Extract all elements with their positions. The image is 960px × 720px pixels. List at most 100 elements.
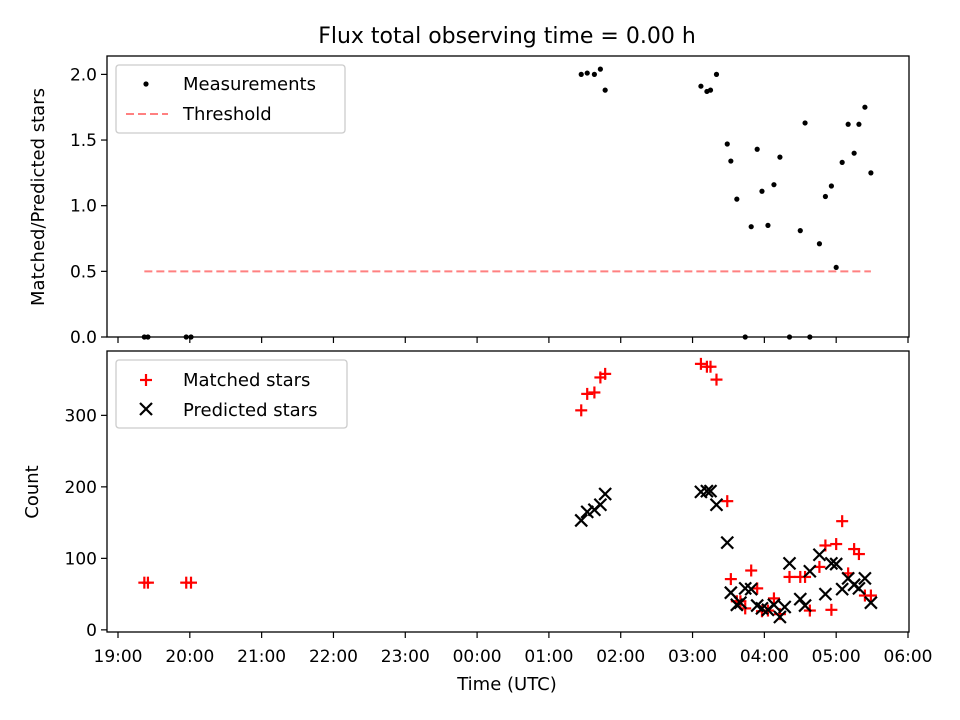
top-y-tick-label: 0.0	[70, 328, 97, 348]
x-tick-label: 03:00	[668, 647, 717, 667]
predicted-stars-point	[852, 581, 866, 596]
matched-stars-point	[588, 386, 601, 399]
bottom-axes-frame	[106, 350, 910, 633]
measurement-point	[713, 71, 720, 77]
measurement-point	[845, 121, 851, 127]
x-tick-label: 19:00	[94, 647, 143, 667]
matched-stars-point	[825, 603, 838, 616]
x-axis-label: Time (UTC)	[456, 674, 557, 695]
x-tick-label: 22:00	[309, 647, 358, 667]
measurement-point	[748, 224, 754, 230]
legend-marker-matched-stars	[140, 374, 152, 386]
legend-label-matched-stars: Matched stars	[183, 370, 310, 391]
predicted-stars-point	[574, 513, 589, 528]
measurement-point	[707, 87, 714, 93]
measurement-point	[724, 141, 730, 147]
predicted-stars-point	[793, 592, 808, 606]
matched-stars-point	[710, 373, 723, 386]
legend-marker-measurements	[143, 81, 149, 87]
predicted-stars-point	[812, 548, 827, 562]
matched-stars-point	[830, 538, 843, 551]
x-tick-label: 00:00	[453, 647, 502, 667]
bottom-legend: Matched stars Predicted stars	[115, 359, 348, 429]
predicted-stars-point	[864, 595, 878, 610]
predicted-stars-point	[803, 564, 817, 579]
predicted-stars-point	[703, 484, 718, 498]
x-tick-label: 23:00	[381, 647, 430, 667]
x-tick-label: 21:00	[237, 647, 286, 667]
top-y-tick-label: 1.5	[70, 131, 97, 151]
x-tick-label: 01:00	[524, 647, 573, 667]
predicted-stars-point	[818, 587, 833, 601]
matched-stars-point	[724, 573, 737, 586]
predicted-stars-point	[709, 497, 724, 512]
matched-stars-point	[694, 357, 707, 370]
predicted-stars-point	[767, 598, 781, 612]
bottom-y-tick-label: 100	[65, 549, 97, 569]
measurement-point	[602, 87, 608, 93]
predicted-stars-point	[720, 535, 735, 550]
measurement-point	[754, 146, 760, 152]
matched-stars-point	[836, 515, 849, 528]
predicted-stars-point	[782, 556, 797, 571]
predicted-stars-point	[777, 600, 792, 614]
bottom-y-axis-label: Count	[22, 465, 43, 518]
measurement-point	[734, 196, 740, 202]
predicted-stars-point	[593, 497, 608, 512]
top-y-tick-label: 0.5	[70, 262, 97, 282]
predicted-stars-point	[598, 487, 612, 501]
measurement-point	[578, 71, 584, 77]
figure-title: Flux total observing time = 0.00 h	[318, 24, 696, 49]
bottom-y-tick-label: 200	[65, 478, 97, 498]
top-y-axis-label: Matched/Predicted stars	[28, 88, 49, 306]
matched-stars-point	[704, 360, 717, 373]
x-tick-label: 04:00	[740, 647, 789, 667]
matched-stars-point	[575, 404, 588, 417]
bottom-y-tick-label: 0	[86, 621, 97, 641]
bottom-subplot: 0 100 200 300 19:00 20:00 21:00 22:00 23:00 00:0…	[22, 350, 933, 695]
legend-label-predicted-stars: Predicted stars	[183, 400, 317, 421]
top-y-tick-label: 1.0	[70, 197, 97, 217]
measurement-point	[584, 70, 590, 76]
matched-stars-point	[599, 367, 612, 380]
predicted-stars-point	[798, 598, 812, 613]
measurement-point	[862, 104, 868, 110]
legend-marker-predicted-stars	[139, 402, 153, 416]
measurement-point	[591, 71, 597, 77]
measurement-point	[851, 150, 857, 156]
measurement-point	[728, 158, 734, 164]
measurement-point	[856, 121, 862, 127]
measurement-point	[797, 228, 803, 234]
x-tick-label: 06:00	[884, 647, 933, 667]
legend-label-measurements: Measurements	[183, 74, 316, 95]
measurement-point	[833, 264, 839, 271]
measurement-point	[868, 170, 874, 176]
measurement-point	[822, 193, 829, 200]
measurement-point	[802, 120, 808, 126]
matched-stars-point	[721, 495, 734, 508]
predicted-stars-point	[858, 571, 872, 586]
bottom-legend-box	[115, 359, 348, 429]
measurement-point	[839, 159, 845, 165]
predicted-stars-point	[824, 556, 839, 571]
predicted-stars-point	[829, 557, 843, 571]
top-legend: Measurements Threshold	[115, 64, 346, 134]
measurement-point	[698, 83, 704, 89]
matched-stars-point	[185, 576, 198, 589]
x-tick-label: 20:00	[165, 647, 214, 667]
top-axes-frame	[106, 55, 910, 338]
predicted-stars-point	[835, 582, 849, 596]
x-tick-label: 05:00	[812, 647, 861, 667]
measurement-point	[828, 183, 834, 189]
matched-stars-point	[745, 564, 758, 577]
top-y-tick-label: 2.0	[70, 65, 97, 85]
measurement-point	[777, 154, 783, 160]
matched-stars-point	[141, 576, 154, 589]
legend-label-threshold: Threshold	[182, 104, 272, 125]
predicted-stars-point	[773, 610, 787, 624]
predicted-stars-point	[700, 484, 714, 498]
matched-stars-point	[581, 387, 594, 400]
top-subplot: 0.00.51.01.52.0 Matched/Predicted stars …	[28, 55, 910, 348]
measurement-point	[765, 222, 771, 228]
top-legend-box	[115, 64, 346, 134]
